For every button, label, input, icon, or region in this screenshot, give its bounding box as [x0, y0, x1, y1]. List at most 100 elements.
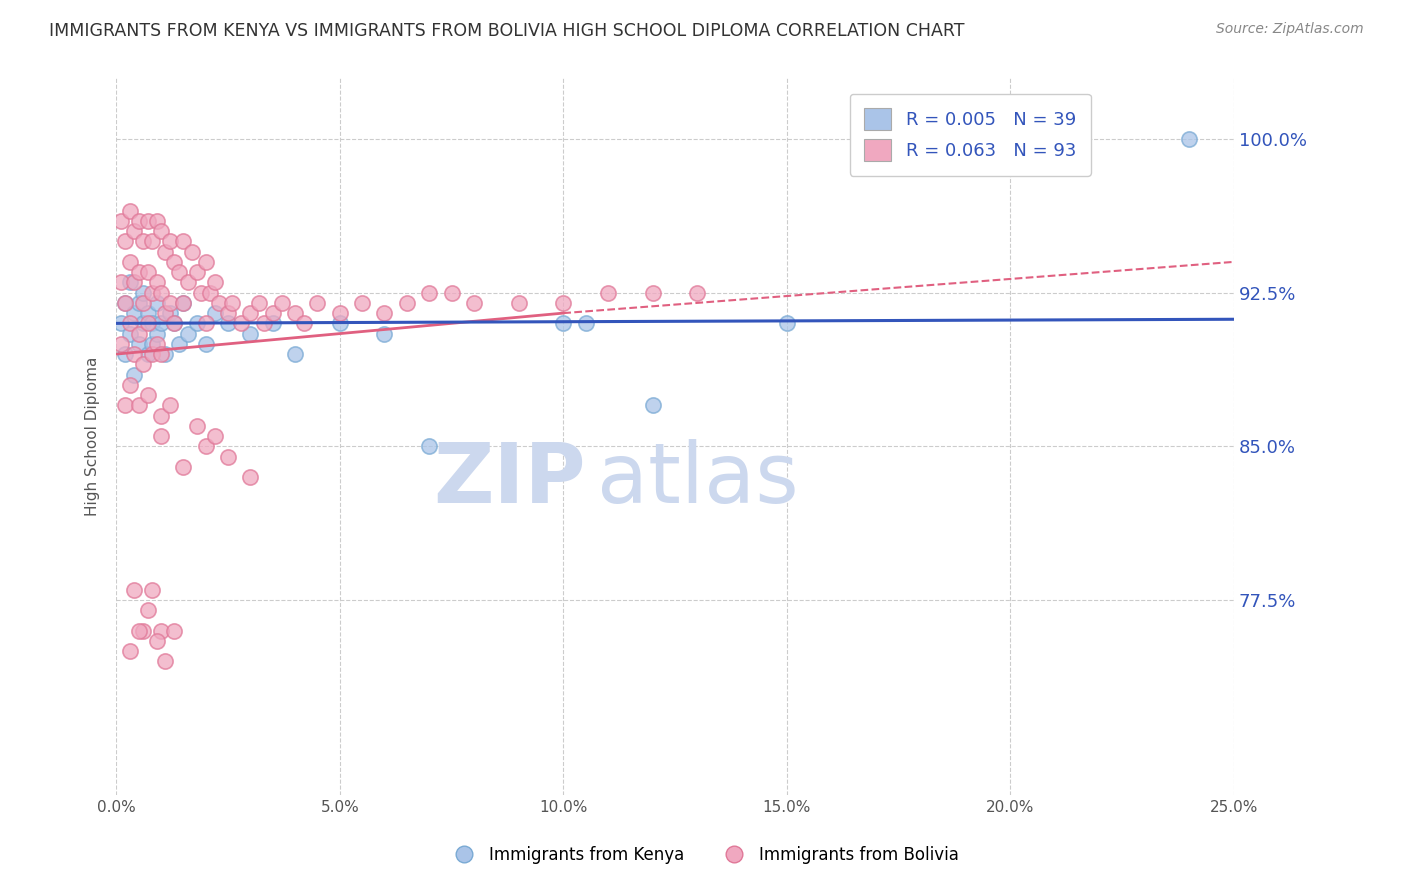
Point	[198, 285, 221, 300]
Point	[329, 317, 352, 331]
Point	[128, 214, 150, 228]
Text: ZIP: ZIP	[433, 439, 586, 520]
Point	[122, 347, 145, 361]
Point	[136, 603, 159, 617]
Point	[553, 296, 575, 310]
Point	[373, 326, 395, 341]
Point	[239, 326, 262, 341]
Point	[141, 235, 163, 249]
Point	[329, 306, 352, 320]
Point	[253, 317, 276, 331]
Point	[177, 276, 200, 290]
Point	[172, 296, 194, 310]
Point	[110, 336, 132, 351]
Point	[167, 265, 190, 279]
Point	[270, 296, 292, 310]
Point	[208, 296, 231, 310]
Point	[136, 388, 159, 402]
Point	[118, 326, 141, 341]
Point	[163, 317, 186, 331]
Point	[118, 276, 141, 290]
Point	[118, 203, 141, 218]
Point	[122, 224, 145, 238]
Point	[163, 255, 186, 269]
Point	[186, 418, 208, 433]
Point	[141, 317, 163, 331]
Legend: R = 0.005   N = 39, R = 0.063   N = 93: R = 0.005 N = 39, R = 0.063 N = 93	[849, 94, 1091, 176]
Point	[373, 306, 395, 320]
Point	[204, 306, 226, 320]
Point	[159, 398, 181, 412]
Point	[307, 296, 329, 310]
Point	[149, 224, 172, 238]
Point	[128, 336, 150, 351]
Point	[418, 285, 440, 300]
Point	[136, 214, 159, 228]
Point	[575, 317, 598, 331]
Point	[159, 306, 181, 320]
Point	[262, 306, 284, 320]
Point	[181, 244, 204, 259]
Point	[641, 285, 664, 300]
Point	[596, 285, 619, 300]
Point	[145, 276, 167, 290]
Point	[149, 317, 172, 331]
Point	[132, 296, 155, 310]
Point	[204, 276, 226, 290]
Point	[186, 265, 208, 279]
Text: atlas: atlas	[596, 439, 799, 520]
Legend: Immigrants from Kenya, Immigrants from Bolivia: Immigrants from Kenya, Immigrants from B…	[440, 839, 966, 871]
Point	[776, 317, 799, 331]
Text: Source: ZipAtlas.com: Source: ZipAtlas.com	[1216, 22, 1364, 37]
Point	[136, 306, 159, 320]
Point	[172, 459, 194, 474]
Point	[247, 296, 270, 310]
Point	[136, 265, 159, 279]
Point	[149, 347, 172, 361]
Point	[172, 296, 194, 310]
Point	[194, 317, 217, 331]
Point	[118, 644, 141, 658]
Point	[149, 624, 172, 638]
Point	[163, 624, 186, 638]
Point	[352, 296, 374, 310]
Point	[132, 285, 155, 300]
Point	[395, 296, 418, 310]
Point	[155, 347, 177, 361]
Point	[149, 285, 172, 300]
Point	[194, 439, 217, 453]
Point	[141, 347, 163, 361]
Point	[114, 347, 136, 361]
Point	[128, 265, 150, 279]
Point	[128, 624, 150, 638]
Point	[217, 450, 239, 464]
Point	[149, 429, 172, 443]
Point	[122, 582, 145, 597]
Point	[132, 357, 155, 371]
Point	[145, 336, 167, 351]
Point	[122, 276, 145, 290]
Point	[128, 326, 150, 341]
Point	[132, 235, 155, 249]
Point	[440, 285, 463, 300]
Point	[145, 326, 167, 341]
Point	[159, 235, 181, 249]
Point	[217, 317, 239, 331]
Point	[463, 296, 485, 310]
Text: IMMIGRANTS FROM KENYA VS IMMIGRANTS FROM BOLIVIA HIGH SCHOOL DIPLOMA CORRELATION: IMMIGRANTS FROM KENYA VS IMMIGRANTS FROM…	[49, 22, 965, 40]
Point	[418, 439, 440, 453]
Point	[217, 306, 239, 320]
Point	[194, 336, 217, 351]
Point	[110, 214, 132, 228]
Point	[145, 296, 167, 310]
Point	[118, 317, 141, 331]
Point	[163, 317, 186, 331]
Point	[132, 317, 155, 331]
Point	[204, 429, 226, 443]
Point	[172, 235, 194, 249]
Point	[239, 306, 262, 320]
Point	[128, 398, 150, 412]
Point	[159, 296, 181, 310]
Point	[262, 317, 284, 331]
Point	[155, 655, 177, 669]
